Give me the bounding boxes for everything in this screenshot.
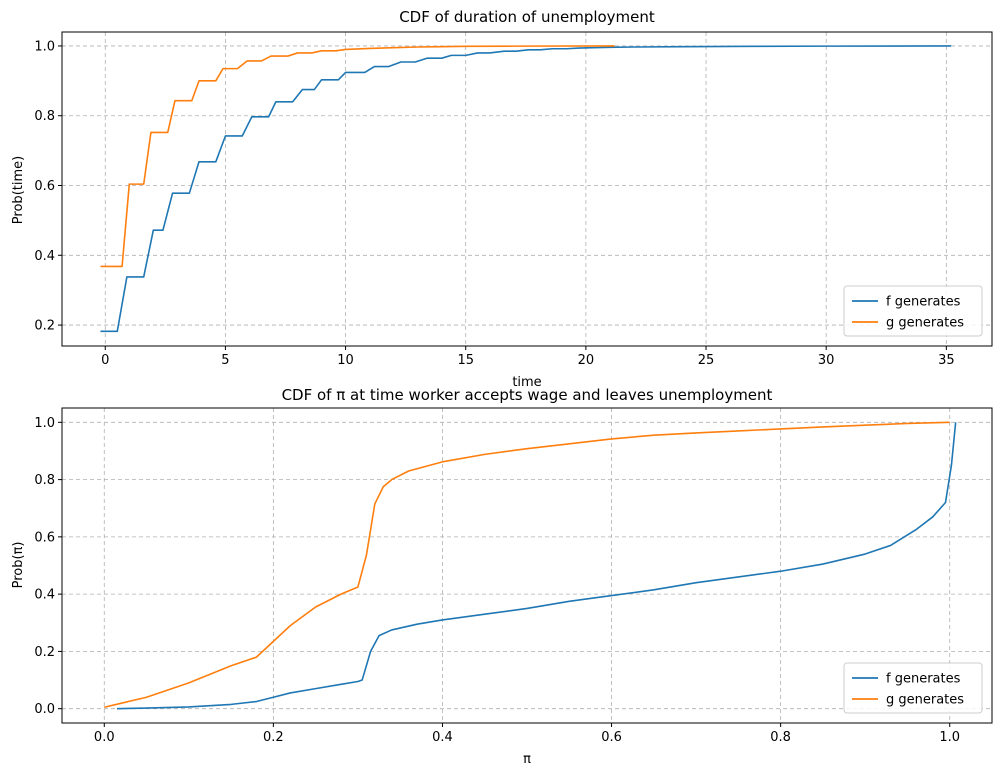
- y-tick-label: 0.4: [34, 588, 55, 603]
- x-tick-label: 35: [938, 353, 955, 368]
- x-axis-label: π: [523, 752, 531, 767]
- x-tick-label: 1.0: [939, 730, 960, 745]
- x-tick-label: 0: [101, 353, 109, 368]
- legend-label-0: f generates: [886, 295, 961, 310]
- x-tick-label: 30: [818, 353, 835, 368]
- y-tick-label: 0.2: [34, 319, 55, 334]
- y-tick-label: 1.0: [34, 416, 55, 431]
- legend-label-1: g generates: [886, 693, 964, 708]
- series-line-1: [100, 45, 615, 268]
- legend-box: [843, 662, 983, 714]
- chart-title: CDF of duration of unemployment: [399, 8, 655, 26]
- y-tick-label: 0.2: [34, 645, 55, 660]
- x-tick-label: 0.8: [770, 730, 791, 745]
- legend-box: [843, 285, 983, 337]
- x-tick-label: 0.6: [601, 730, 622, 745]
- legend-label-1: g generates: [886, 316, 964, 331]
- plot-frame: [61, 31, 993, 347]
- x-tick-label: 0.2: [263, 730, 284, 745]
- y-tick-label: 0.8: [34, 109, 55, 124]
- plot-frame: [61, 407, 993, 724]
- y-axis-label: Prob(π): [11, 542, 26, 589]
- legend: f generates g generates: [843, 662, 983, 714]
- x-tick-label: 10: [337, 353, 354, 368]
- x-tick-label: 5: [221, 353, 229, 368]
- x-tick-label: 0.0: [94, 730, 115, 745]
- legend: f generates g generates: [843, 285, 983, 337]
- y-tick-label: 0.0: [34, 702, 55, 717]
- y-tick-label: 0.8: [34, 473, 55, 488]
- chart-title: CDF of π at time worker accepts wage and…: [282, 386, 773, 404]
- series-line-0: [116, 422, 957, 710]
- x-axis-label: time: [512, 375, 541, 390]
- x-tick-label: 25: [698, 353, 715, 368]
- x-tick-label: 20: [578, 353, 595, 368]
- y-tick-label: 1.0: [34, 39, 55, 54]
- chart-pi-cdf: CDF of π at time worker accepts wage and…: [11, 386, 993, 767]
- y-tick-label: 0.6: [34, 530, 55, 545]
- y-axis-label: Prob(time): [11, 156, 26, 224]
- legend-label-0: f generates: [886, 672, 961, 687]
- x-tick-label: 15: [457, 353, 474, 368]
- chart-duration-cdf: CDF of duration of unemployment time Pro…: [11, 8, 993, 390]
- y-tick-label: 0.6: [34, 179, 55, 194]
- series-line-1: [104, 421, 950, 709]
- x-tick-label: 0.4: [432, 730, 453, 745]
- series-line-0: [100, 45, 952, 333]
- y-tick-label: 0.4: [34, 249, 55, 264]
